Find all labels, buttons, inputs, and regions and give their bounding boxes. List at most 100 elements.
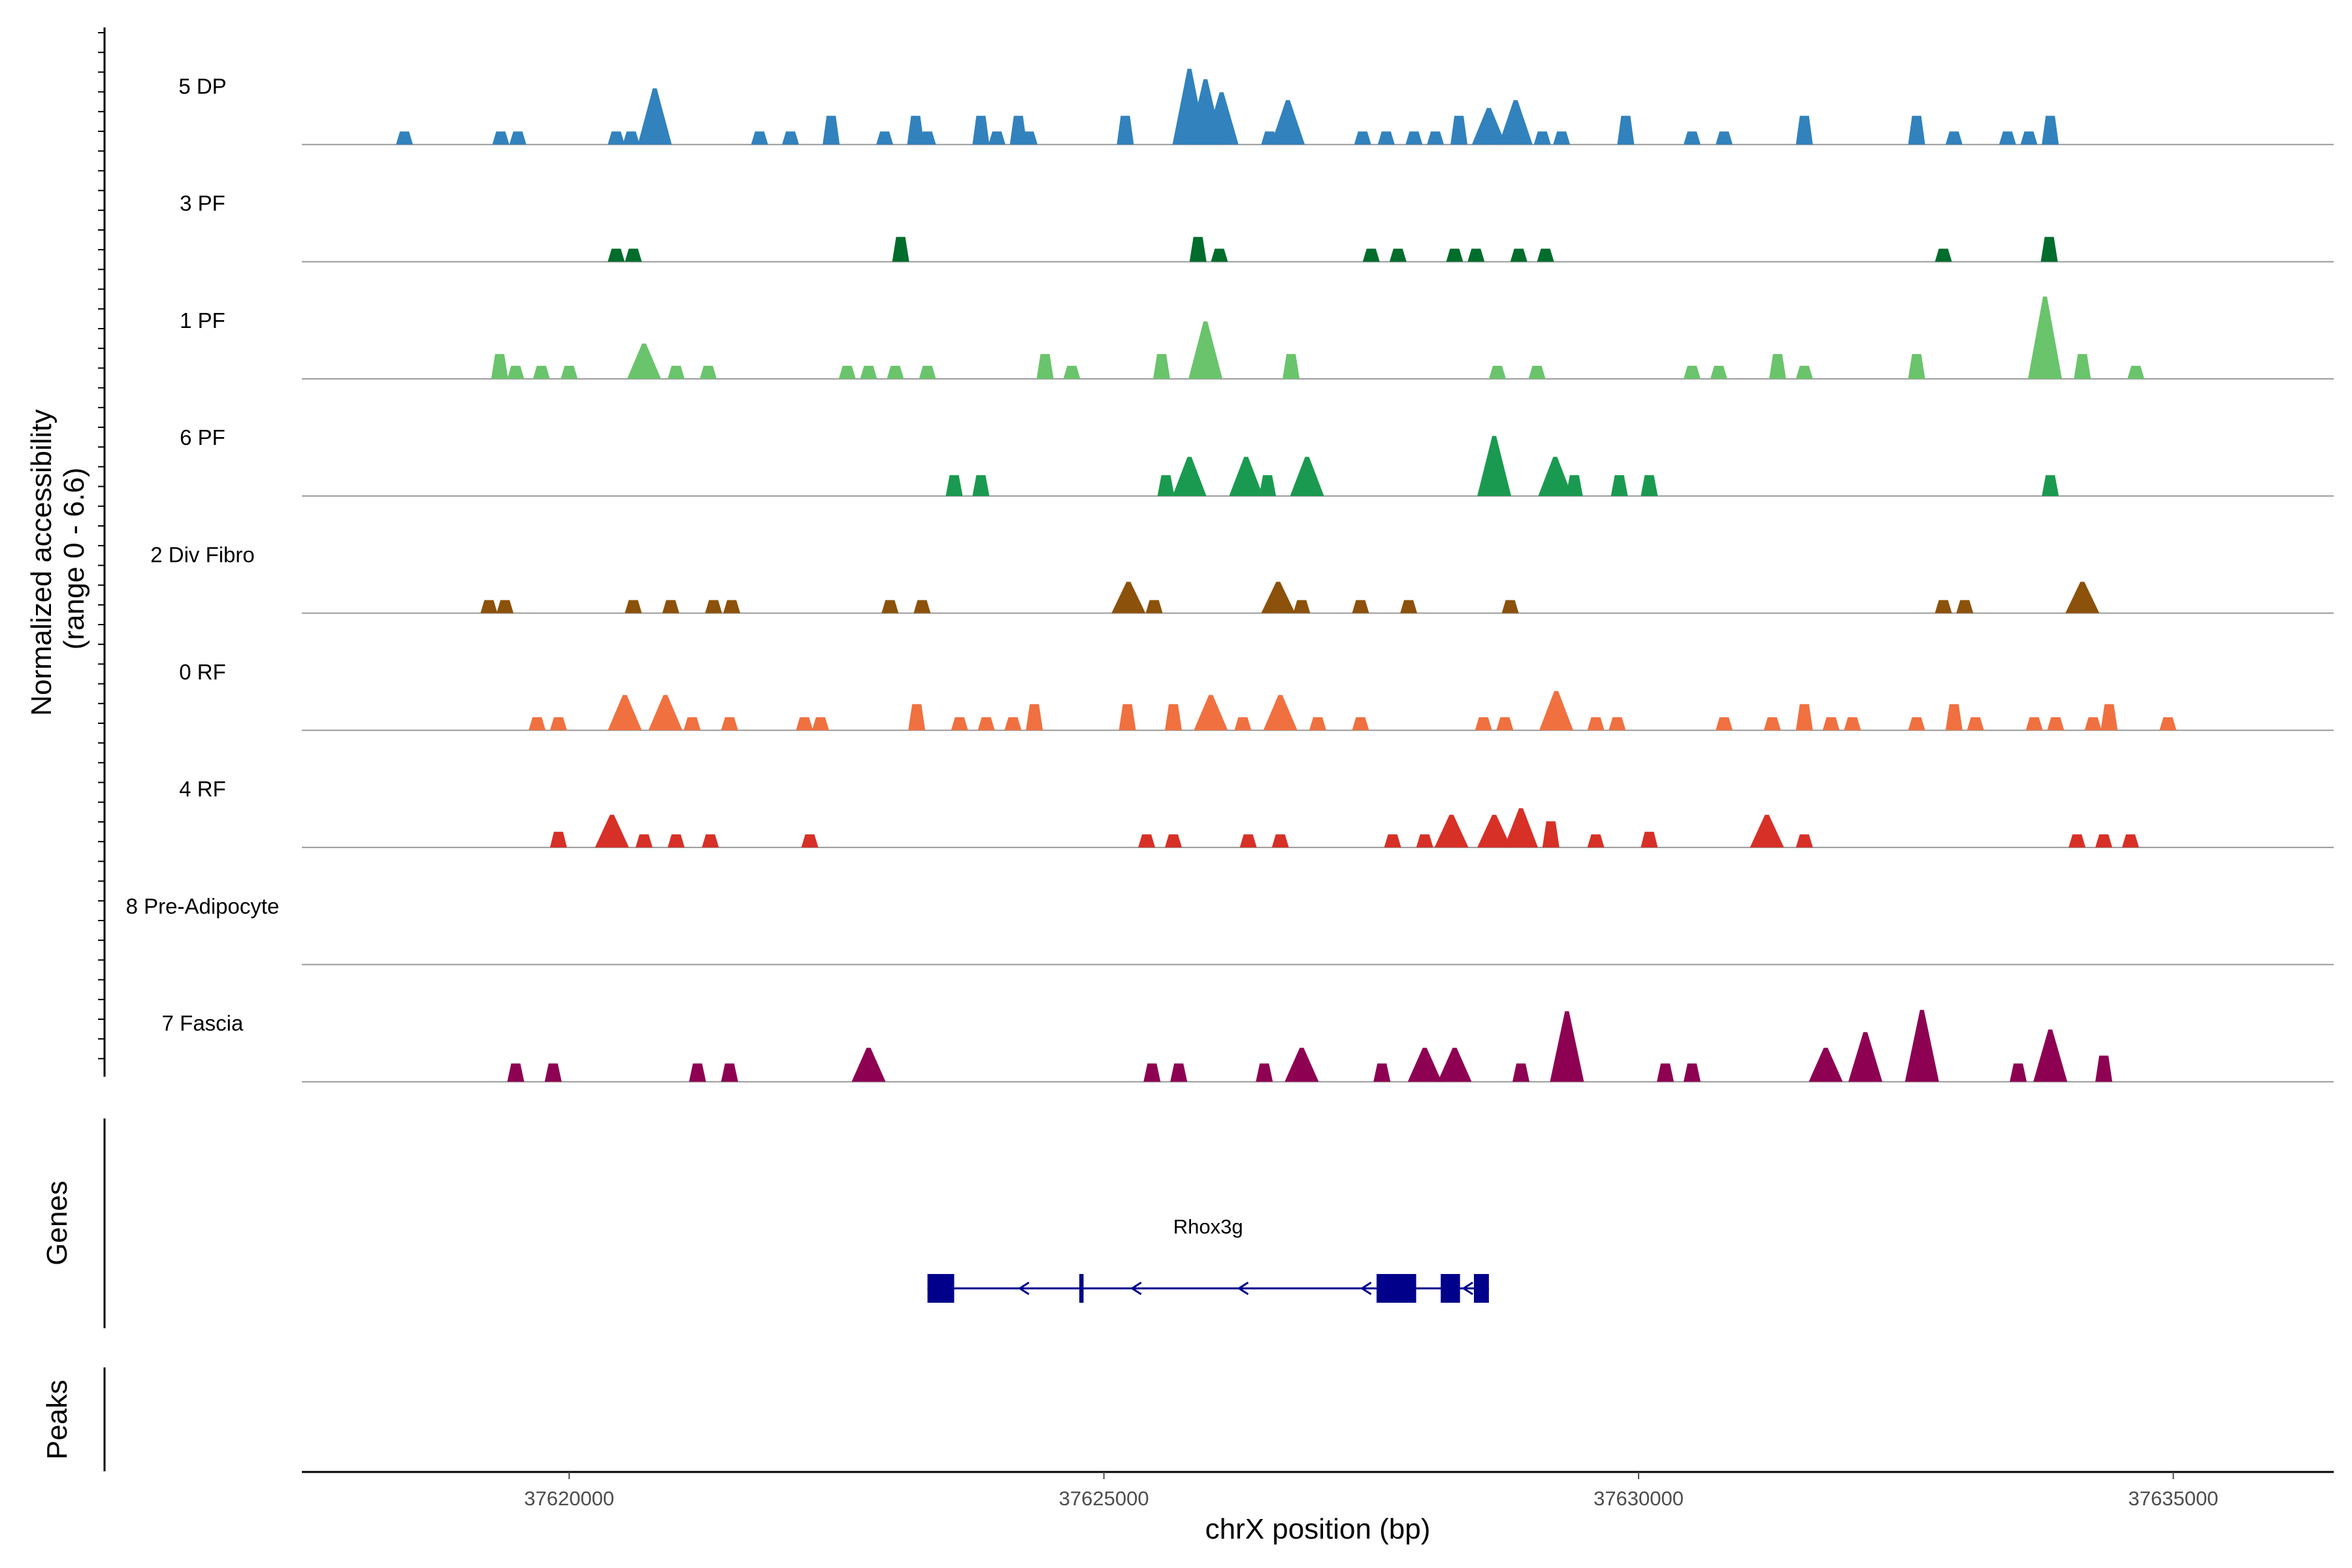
coverage-peak (1256, 1063, 1273, 1082)
coverage-peak (544, 1063, 562, 1082)
coverage-peak (945, 475, 963, 497)
x-tick-label: 37625000 (1059, 1487, 1149, 1510)
coverage-peak (1450, 116, 1468, 145)
coverage-peak (1528, 365, 1546, 379)
coverage-peak (1683, 1063, 1701, 1082)
coverage-peak (838, 365, 856, 379)
coverage-peak (1471, 108, 1506, 145)
coverage-peak (1194, 694, 1228, 730)
track-label: 6 PF (180, 425, 225, 449)
coverage-peak (2127, 365, 2145, 379)
coverage-peak (1009, 116, 1027, 145)
coverage-peak (1750, 815, 1784, 848)
coverage-peak (721, 717, 738, 730)
coverage-peak (2025, 717, 2043, 730)
coverage-peak (529, 717, 546, 730)
coverage-peak (1261, 581, 1296, 613)
coverage-peak (1908, 717, 1925, 730)
track-2-div-fibro: 2 Div Fibro (150, 543, 2334, 614)
coverage-peak (860, 365, 877, 379)
coverage-peak (1446, 248, 1463, 262)
coverage-peak (1904, 1009, 1939, 1082)
coverage-peak (1021, 131, 1038, 145)
coverage-peak (723, 600, 740, 613)
coverage-peak (1165, 834, 1182, 848)
coverage-peak (1111, 581, 1146, 613)
coverage-peak (1501, 600, 1519, 613)
coverage-peak (2065, 581, 2100, 613)
coverage-peak (1362, 248, 1380, 262)
coverage-peak (1063, 365, 1081, 379)
gene-exon (1474, 1274, 1489, 1303)
coverage-peak (782, 131, 799, 145)
coverage-peak (972, 116, 990, 145)
coverage-peak (1512, 1063, 1529, 1082)
coverage-peak (1542, 821, 1560, 848)
coverage-peak (507, 365, 525, 379)
coverage-peak (972, 475, 990, 497)
coverage-peak (1683, 131, 1701, 145)
x-tick-label: 37620000 (524, 1487, 614, 1510)
coverage-peak (1271, 100, 1305, 145)
coverage-peak (1165, 704, 1182, 730)
coverage-peak (2084, 717, 2102, 730)
coverage-peak (851, 1047, 886, 1082)
coverage-peak (1844, 717, 1861, 730)
coverage-peak (881, 600, 899, 613)
x-axis-title: chrX position (bp) (1205, 1513, 1431, 1545)
coverage-peak (2095, 834, 2113, 848)
coverage-peak (1467, 248, 1485, 262)
coverage-peak (480, 600, 498, 613)
coverage-peak (1352, 600, 1369, 613)
coverage-peak (1538, 457, 1573, 497)
coverage-peak (1539, 691, 1573, 730)
coverage-peak (1795, 834, 1813, 848)
coverage-peak (608, 131, 625, 145)
coverage-peak (1259, 475, 1277, 497)
coverage-peak (1172, 457, 1207, 497)
coverage-peak (1416, 834, 1433, 848)
coverage-peak (1945, 704, 1963, 730)
coverage-peak (1956, 600, 1974, 613)
coverage-peak (2042, 475, 2059, 497)
track-label: 7 Fascia (162, 1011, 244, 1036)
coverage-peak (1795, 704, 1813, 730)
track-label: 8 Pre-Adipocyte (126, 894, 280, 918)
coverage-peak (1716, 717, 1733, 730)
coverage-peak (1908, 353, 1925, 379)
coverage-peak (2122, 834, 2139, 848)
coverage-peak (1641, 475, 1658, 497)
gene-exon (927, 1274, 955, 1303)
coverage-peak (608, 248, 625, 262)
gene-exon (1079, 1274, 1084, 1303)
coverage-peak (1239, 834, 1257, 848)
track-label: 3 PF (180, 191, 225, 216)
coverage-peak (1373, 1063, 1391, 1082)
coverage-peak (1504, 808, 1538, 848)
coverage-peak (751, 131, 768, 145)
coverage-peak (623, 131, 640, 145)
coverage-peak (1489, 365, 1506, 379)
coverage-peak (1234, 717, 1252, 730)
track-label: 5 DP (178, 74, 226, 98)
coverage-peak (1004, 717, 1022, 730)
coverage-peak (702, 834, 719, 848)
coverage-peak (1945, 131, 1963, 145)
track-label: 2 Div Fibro (150, 543, 255, 567)
coverage-peak (1587, 717, 1605, 730)
track-3-pf: 3 PF (180, 191, 2334, 263)
coverage-peak (662, 600, 679, 613)
coverage-peak (705, 600, 723, 613)
coverage-peak (796, 717, 813, 730)
coverage-peak (1537, 248, 1554, 262)
coverage-peak (1293, 600, 1311, 613)
coverage-peak (1263, 694, 1298, 730)
coverage-peak (1143, 1063, 1161, 1082)
coverage-peak (1282, 353, 1300, 379)
coverage-peak (2010, 1063, 2027, 1082)
coverage-peak (1609, 717, 1626, 730)
coverage-peak (1808, 1047, 1843, 1082)
coverage-peak (1284, 1047, 1319, 1082)
track-4-rf: 4 RF (179, 777, 2334, 849)
